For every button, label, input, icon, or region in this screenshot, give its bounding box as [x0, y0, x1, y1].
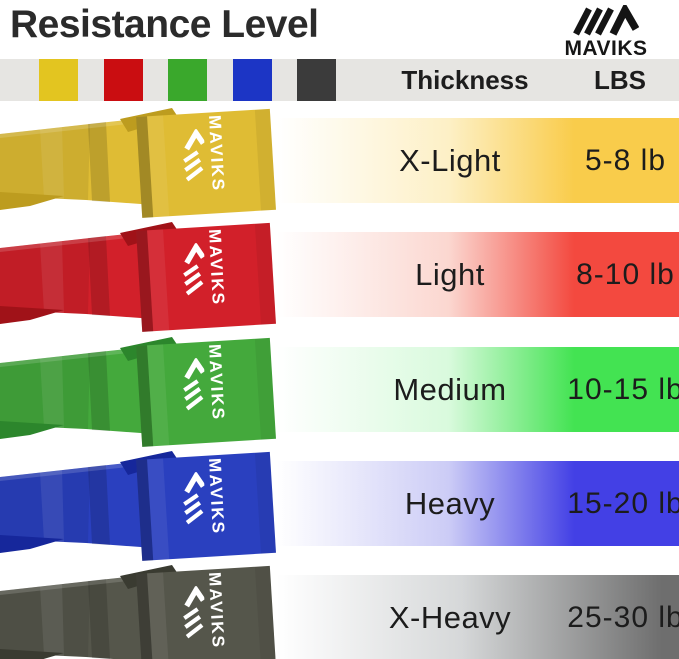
- band-photo: [0, 337, 276, 447]
- lbs-value: 25-30 lb: [567, 601, 679, 634]
- band-logo-text: MAVIKS: [204, 114, 228, 193]
- band-logo: MAVIKS: [179, 228, 228, 308]
- lbs-value: 10-15 lb: [567, 373, 679, 406]
- swatch-blue: [233, 59, 272, 101]
- thickness-value: X-Heavy: [388, 600, 512, 635]
- swatch-red: [104, 59, 143, 101]
- band-row-x-heavy: MAVIKS X-Heavy 25-30 lb: [0, 561, 679, 659]
- band-photo: [0, 222, 276, 332]
- band-row-medium: MAVIKS Medium 10-15 lb: [0, 333, 679, 448]
- band-logo: MAVIKS: [179, 114, 228, 194]
- column-header-lbs: LBS: [594, 65, 646, 95]
- band-logo: MAVIKS: [179, 343, 228, 423]
- legend-bar: Thickness LBS: [0, 59, 679, 101]
- band-logo: MAVIKS: [179, 457, 228, 537]
- lbs-value: 5-8 lb: [584, 144, 667, 177]
- gradient-bar: [260, 461, 679, 546]
- band-photo: [0, 451, 276, 561]
- band-mark-icon: [183, 357, 206, 411]
- gradient-bar: [260, 232, 679, 317]
- brand-logo: MAVIKS: [560, 5, 652, 61]
- band-row-heavy: MAVIKS Heavy 15-20 lb: [0, 447, 679, 562]
- lbs-value: 8-10 lb: [576, 258, 675, 291]
- thickness-value: Heavy: [404, 486, 496, 521]
- band-logo-text: MAVIKS: [204, 571, 228, 650]
- swatch-black: [297, 59, 336, 101]
- band-logo-text: MAVIKS: [204, 457, 228, 536]
- band-mark-icon: [183, 585, 206, 639]
- maviks-mark-icon: [573, 5, 639, 36]
- band-mark-icon: [183, 242, 206, 296]
- gradient-bar: [260, 118, 679, 203]
- band-logo: MAVIKS: [179, 571, 228, 651]
- gradient-bar: [260, 347, 679, 432]
- band-mark-icon: [183, 471, 206, 525]
- band-photo: [0, 108, 276, 218]
- band-photo: [0, 565, 276, 659]
- swatch-yellow: [39, 59, 78, 101]
- gradient-bar: [260, 575, 679, 659]
- band-mark-icon: [183, 128, 206, 182]
- column-header-thickness: Thickness: [401, 65, 529, 95]
- band-row-light: MAVIKS Light 8-10 lb: [0, 218, 679, 333]
- band-logo-text: MAVIKS: [204, 343, 228, 422]
- swatch-green: [168, 59, 207, 101]
- brand-name: MAVIKS: [564, 37, 648, 60]
- band-logo-text: MAVIKS: [204, 228, 228, 307]
- thickness-value: Medium: [393, 372, 507, 407]
- page-title: Resistance Level: [10, 3, 319, 46]
- thickness-value: X-Light: [399, 143, 501, 178]
- thickness-value: Light: [415, 257, 485, 292]
- band-row-x-light: MAVIKS X-Light 5-8 lb: [0, 104, 679, 219]
- lbs-value: 15-20 lb: [567, 487, 679, 520]
